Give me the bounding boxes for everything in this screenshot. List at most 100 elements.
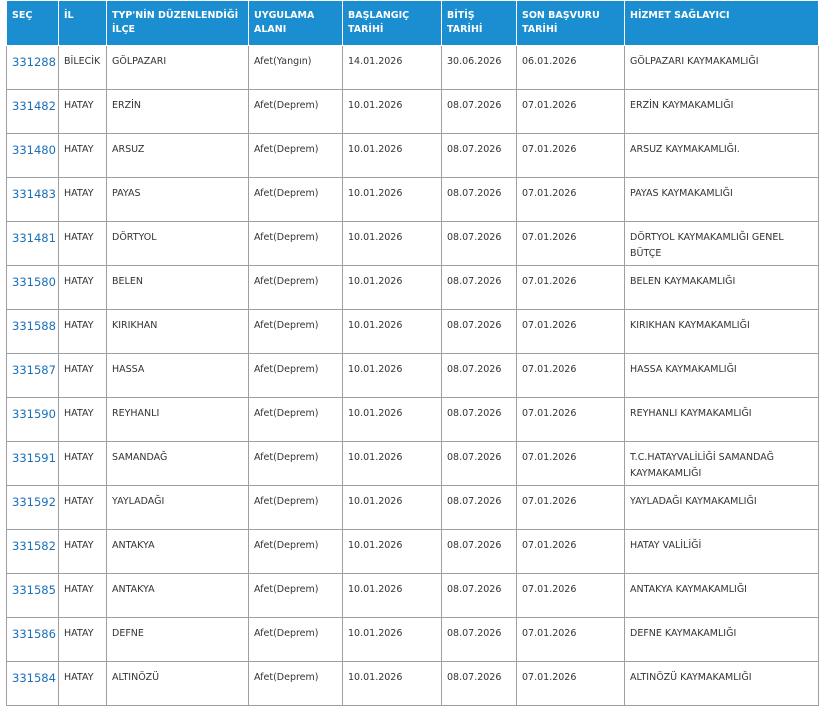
table-cell: HATAY [58,441,107,486]
table-cell: HATAY [58,265,107,310]
select-cell: 331588 [6,309,59,354]
table-cell: 10.01.2026 [342,617,442,662]
record-link[interactable]: 331586 [12,627,56,641]
table-body: 331288 BİLECİK GÖLPAZARI Afet(Yangın) 14.01.… [6,45,819,706]
table-cell: REYHANLI KAYMAKAMLIĞI [624,397,819,442]
record-link[interactable]: 331590 [12,407,56,421]
select-cell: 331481 [6,221,59,266]
table-row: 331288 BİLECİK GÖLPAZARI Afet(Yangın) 14.01.… [6,45,819,90]
table-cell: 07.01.2026 [516,265,625,310]
select-cell: 331480 [6,133,59,178]
record-link[interactable]: 331480 [12,143,56,157]
table-cell: 08.07.2026 [441,221,517,266]
table-cell: 07.01.2026 [516,485,625,530]
table-cell: 08.07.2026 [441,265,517,310]
table-cell: 07.01.2026 [516,529,625,574]
table-cell: 06.01.2026 [516,45,625,90]
table-cell: 07.01.2026 [516,661,625,706]
table-cell: 10.01.2026 [342,485,442,530]
table-cell: HATAY [58,617,107,662]
table-cell: ANTAKYA KAYMAKAMLIĞI [624,573,819,618]
select-cell: 331591 [6,441,59,486]
table-cell: DEFNE [106,617,249,662]
table-cell: Afet(Deprem) [248,397,343,442]
table-row: 331587 HATAY HASSA Afet(Deprem) 10.01.2026 08… [6,353,819,398]
table-cell: YAYLADAĞI KAYMAKAMLIĞI [624,485,819,530]
table-cell: Afet(Deprem) [248,441,343,486]
table-cell: HATAY [58,529,107,574]
column-header: UYGULAMA ALANI [248,0,343,46]
table-cell: 08.07.2026 [441,573,517,618]
table-cell: DÖRTYOL KAYMAKAMLIĞI GENEL BÜTÇE [624,221,819,266]
record-link[interactable]: 331481 [12,231,56,245]
record-link[interactable]: 331582 [12,539,56,553]
table-row: 331584 HATAY ALTINÖZÜ Afet(Deprem) 10.01.202… [6,661,819,706]
table-cell: Afet(Deprem) [248,265,343,310]
table-cell: ALTINÖZÜ KAYMAKAMLIĞI [624,661,819,706]
table-cell: YAYLADAĞI [106,485,249,530]
table-cell: BİLECİK [58,45,107,90]
table-cell: 07.01.2026 [516,441,625,486]
table-cell: 08.07.2026 [441,397,517,442]
record-link[interactable]: 331483 [12,187,56,201]
table-cell: REYHANLI [106,397,249,442]
table-cell: 07.01.2026 [516,221,625,266]
table-cell: SAMANDAĞ [106,441,249,486]
select-cell: 331483 [6,177,59,222]
table-cell: 14.01.2026 [342,45,442,90]
column-header: BAŞLANGIÇ TARİHİ [342,0,442,46]
table-cell: 08.07.2026 [441,133,517,178]
record-link[interactable]: 331588 [12,319,56,333]
table-cell: PAYAS KAYMAKAMLIĞI [624,177,819,222]
table-cell: 10.01.2026 [342,573,442,618]
table-cell: GÖLPAZARI [106,45,249,90]
table-cell: ALTINÖZÜ [106,661,249,706]
table-cell: 08.07.2026 [441,309,517,354]
select-cell: 331288 [6,45,59,90]
table-cell: HASSA KAYMAKAMLIĞI [624,353,819,398]
table-cell: Afet(Deprem) [248,177,343,222]
table-cell: HATAY VALİLİĞİ [624,529,819,574]
table-cell: ANTAKYA [106,529,249,574]
table-row: 331582 HATAY ANTAKYA Afet(Deprem) 10.01.2026… [6,529,819,574]
record-link[interactable]: 331482 [12,99,56,113]
table-row: 331586 HATAY DEFNE Afet(Deprem) 10.01.2026 08… [6,617,819,662]
table-row: 331592 HATAY YAYLADAĞI Afet(Deprem) 10.01.20… [6,485,819,530]
table-cell: 10.01.2026 [342,309,442,354]
table-row: 331591 HATAY SAMANDAĞ Afet(Deprem) 10.01.202… [6,441,819,486]
column-header: HİZMET SAĞLAYICI [624,0,819,46]
table-cell: GÖLPAZARI KAYMAKAMLIĞI [624,45,819,90]
table-cell: T.C.HATAYVALİLİĞİ SAMANDAĞ KAYMAKAMLIĞI [624,441,819,486]
table-cell: 07.01.2026 [516,617,625,662]
record-link[interactable]: 331580 [12,275,56,289]
table-cell: 08.07.2026 [441,485,517,530]
table-cell: BELEN KAYMAKAMLIĞI [624,265,819,310]
table-cell: 30.06.2026 [441,45,517,90]
table-cell: Afet(Deprem) [248,529,343,574]
record-link[interactable]: 331584 [12,671,56,685]
table-cell: ARSUZ KAYMAKAMLIĞI. [624,133,819,178]
select-cell: 331482 [6,89,59,134]
table-cell: HATAY [58,573,107,618]
record-link[interactable]: 331288 [12,55,56,69]
record-link[interactable]: 331591 [12,451,56,465]
select-cell: 331587 [6,353,59,398]
table-cell: ANTAKYA [106,573,249,618]
table-cell: HATAY [58,309,107,354]
table-cell: PAYAS [106,177,249,222]
table-cell: HATAY [58,133,107,178]
table-cell: 10.01.2026 [342,177,442,222]
record-link[interactable]: 331592 [12,495,56,509]
table-cell: Afet(Deprem) [248,617,343,662]
table-cell: HATAY [58,177,107,222]
select-cell: 331582 [6,529,59,574]
table-cell: 08.07.2026 [441,89,517,134]
record-link[interactable]: 331585 [12,583,56,597]
column-header: TYP'NİN DÜZENLENDİĞİ İLÇE [106,0,249,46]
results-table: SEÇ İL TYP'NİN DÜZENLENDİĞİ İLÇE UYGULAMA A… [6,0,819,706]
select-cell: 331584 [6,661,59,706]
table-row: 331580 HATAY BELEN Afet(Deprem) 10.01.2026 08… [6,265,819,310]
table-cell: HATAY [58,661,107,706]
table-cell: Afet(Deprem) [248,661,343,706]
record-link[interactable]: 331587 [12,363,56,377]
